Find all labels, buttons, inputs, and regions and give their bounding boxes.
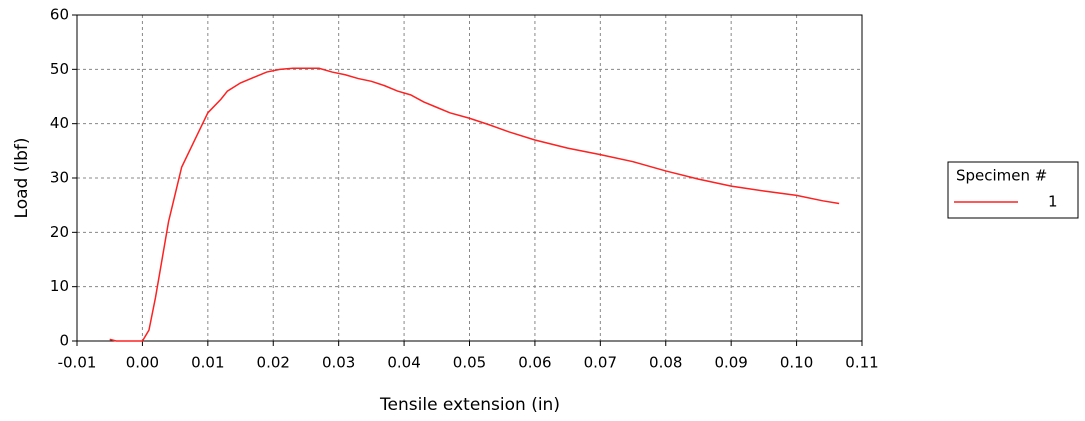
y-tick-label: 60	[50, 6, 69, 24]
x-tick-label: -0.01	[58, 354, 97, 372]
x-tick-label: 0.02	[257, 354, 290, 372]
y-tick-label: 40	[50, 114, 69, 132]
x-tick-label: 0.01	[191, 354, 224, 372]
legend-title: Specimen #	[956, 167, 1047, 185]
y-tick-label: 10	[50, 277, 69, 295]
x-tick-label: 0.09	[714, 354, 747, 372]
x-tick-label: 0.03	[322, 354, 355, 372]
x-axis-label: Tensile extension (in)	[379, 395, 560, 415]
x-tick-label: 0.11	[845, 354, 878, 372]
y-axis-label: Load (lbf)	[12, 138, 32, 219]
x-tick-label: 0.05	[453, 354, 486, 372]
x-tick-label: 0.06	[518, 354, 551, 372]
x-tick-label: 0.07	[584, 354, 617, 372]
legend-box	[947, 161, 1079, 219]
y-tick-label: 30	[50, 169, 69, 187]
y-tick-label: 0	[59, 332, 69, 350]
plot-frame	[76, 14, 863, 342]
x-tick-label: 0.10	[780, 354, 813, 372]
x-tick-label: 0.04	[387, 354, 420, 372]
data-line	[109, 67, 840, 342]
x-tick-label: 0.00	[126, 354, 159, 372]
y-tick-label: 50	[50, 60, 69, 78]
x-tick-label: 0.08	[649, 354, 682, 372]
y-tick-label: 20	[50, 223, 69, 241]
legend-label: 1	[1048, 193, 1058, 211]
